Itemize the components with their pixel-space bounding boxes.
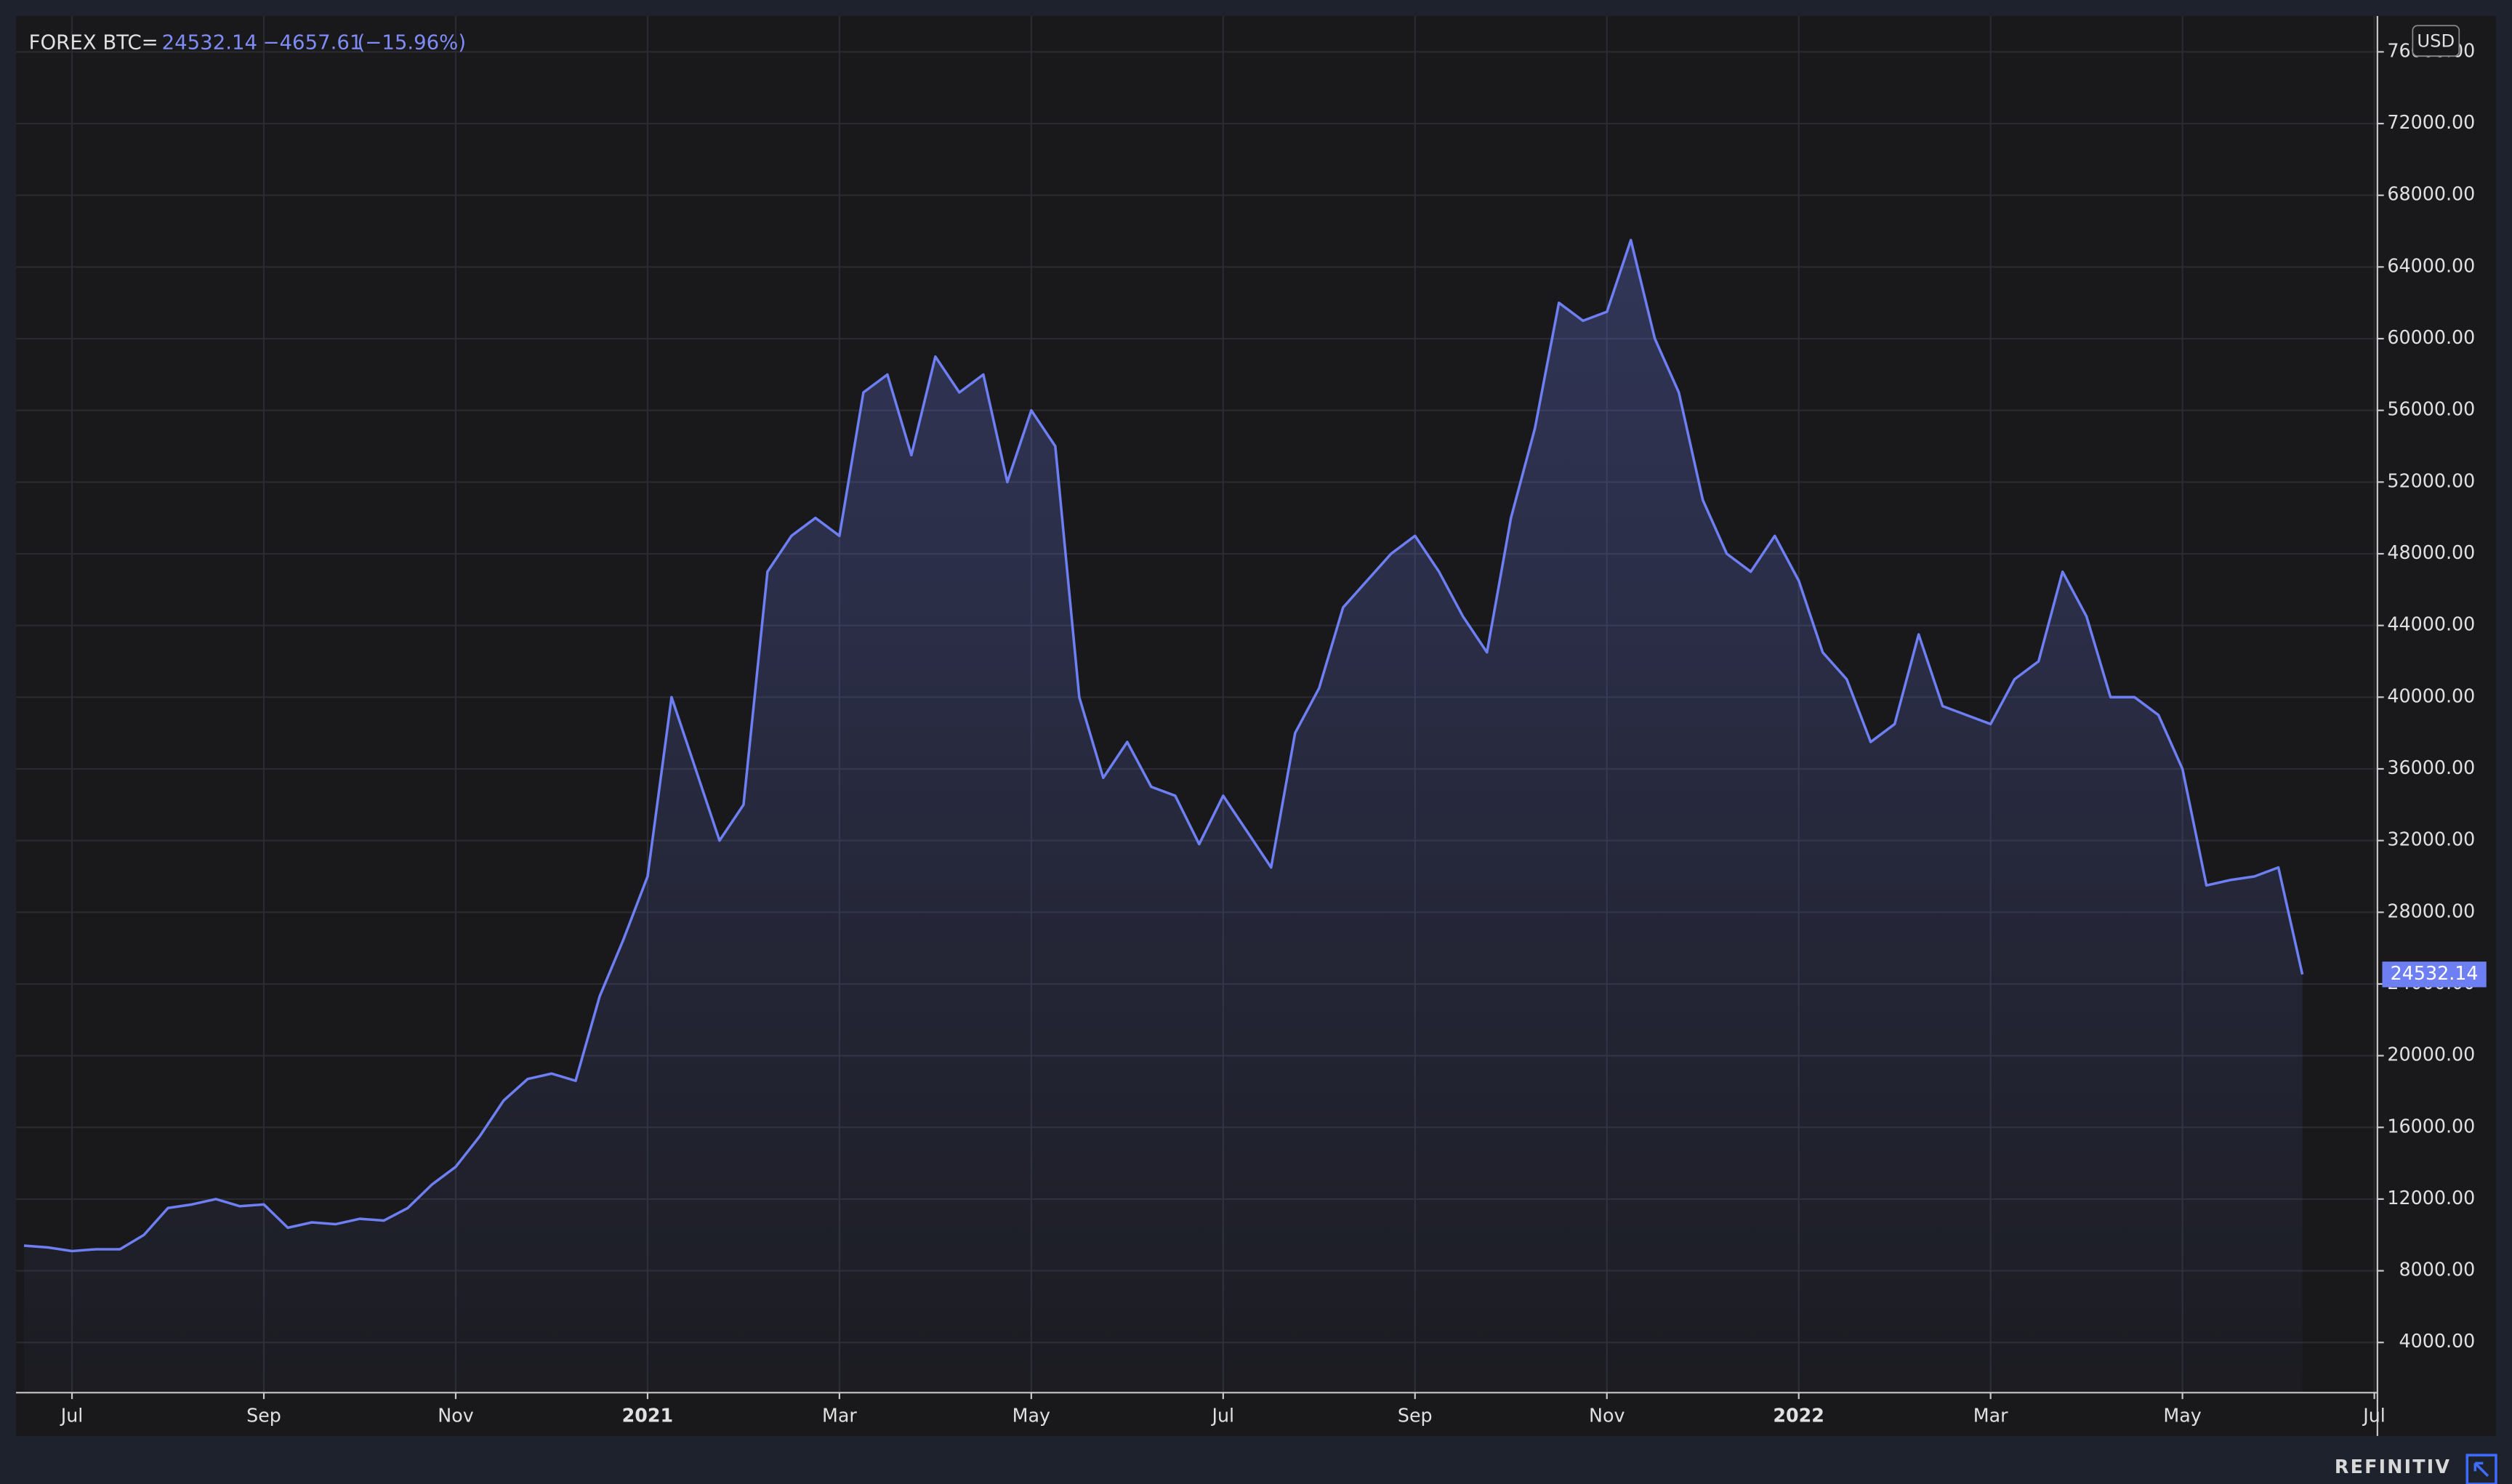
x-tick-label: Jul	[60, 1404, 84, 1426]
x-tick-label: Jul	[2362, 1404, 2386, 1426]
x-tick-label: Nov	[1589, 1404, 1625, 1426]
y-tick-label: 68000.00	[2387, 183, 2475, 205]
x-tick-label: Sep	[246, 1404, 281, 1426]
last-price-badge	[2382, 961, 2487, 988]
currency[interactable]: USD	[2417, 30, 2455, 51]
y-tick-label: 28000.00	[2387, 900, 2475, 922]
brand: REFINITIV	[2335, 1456, 2451, 1477]
symbol: FOREX BTC=	[29, 31, 158, 55]
last-price-label: 24532.14	[2391, 962, 2479, 984]
y-tick-label: 72000.00	[2387, 111, 2475, 133]
y-tick-label: 32000.00	[2387, 828, 2475, 850]
y-tick-label: 12000.00	[2387, 1187, 2475, 1209]
x-tick-label: Jul	[1211, 1404, 1235, 1426]
price-change: −4657.61	[262, 31, 362, 55]
y-tick-label: 20000.00	[2387, 1044, 2475, 1065]
y-tick-label: 36000.00	[2387, 757, 2475, 778]
x-tick-label: May	[2163, 1404, 2201, 1426]
x-tick-label: Nov	[438, 1404, 473, 1426]
price-line	[23, 238, 2304, 1253]
marks	[23, 238, 2304, 1393]
y-tick-label: 16000.00	[2387, 1115, 2475, 1137]
y-tick-label: 60000.00	[2387, 326, 2475, 348]
last-price: 24532.14	[162, 31, 257, 55]
axes: 4000.00 8000.00 12000.00 16000.00 20000.00 24…	[60, 39, 2487, 1426]
y-tick-label: 8000.00	[2399, 1259, 2476, 1281]
price-change-pct: (−15.96%)	[358, 31, 467, 55]
y-tick-label: 4000.00	[2399, 1330, 2476, 1352]
x-tick-label: 2022	[1773, 1404, 1824, 1426]
y-tick-label: 40000.00	[2387, 685, 2475, 706]
x-tick-label: Mar	[1973, 1404, 2008, 1426]
y-tick-label: 56000.00	[2387, 398, 2475, 420]
x-tick-label: May	[1013, 1404, 1050, 1426]
brand-logo	[2465, 1453, 2497, 1484]
x-tick-label: Mar	[822, 1404, 857, 1426]
x-tick-label: Sep	[1398, 1404, 1433, 1426]
y-tick-label: 64000.00	[2387, 254, 2475, 276]
x-tick-label: 2021	[622, 1404, 674, 1426]
area	[24, 240, 2303, 1393]
y-tick-label: 48000.00	[2387, 541, 2475, 563]
y-tick-label: 44000.00	[2387, 613, 2475, 635]
currency-box[interactable]	[2412, 25, 2460, 57]
y-tick-label: 52000.00	[2387, 469, 2475, 491]
